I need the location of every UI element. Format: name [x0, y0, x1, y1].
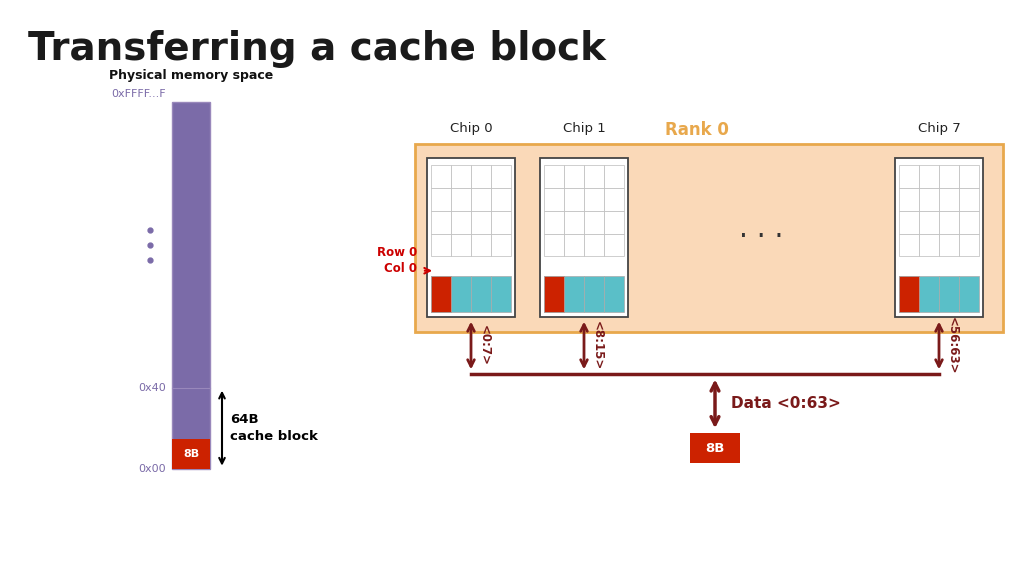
- Bar: [471, 276, 490, 312]
- Bar: [919, 188, 939, 211]
- Bar: [584, 211, 604, 233]
- Bar: [604, 276, 624, 312]
- Bar: [451, 276, 471, 312]
- Bar: [604, 165, 624, 188]
- Text: Chip 1: Chip 1: [562, 122, 605, 135]
- Bar: [471, 165, 490, 188]
- Bar: [584, 276, 604, 312]
- Bar: [431, 211, 451, 233]
- Text: · · ·: · · ·: [739, 223, 783, 252]
- Bar: [490, 165, 511, 188]
- Bar: [431, 233, 451, 256]
- Text: TENNESSEE: TENNESSEE: [946, 551, 1019, 561]
- Bar: [604, 211, 624, 233]
- Bar: [584, 165, 604, 188]
- Bar: [899, 276, 919, 312]
- Text: Chip 0: Chip 0: [450, 122, 493, 135]
- Text: Slide courtesy of Onur Mutlu, Carnegie Mellon University: Slide courtesy of Onur Mutlu, Carnegie M…: [23, 543, 495, 558]
- Bar: [451, 233, 471, 256]
- Text: 8B: 8B: [183, 449, 199, 458]
- Bar: [584, 188, 604, 211]
- Text: Chip 7: Chip 7: [918, 122, 961, 135]
- Bar: [895, 158, 983, 317]
- Bar: [431, 276, 451, 312]
- Bar: [490, 211, 511, 233]
- Text: T: T: [996, 537, 1013, 560]
- Text: 0x00: 0x00: [138, 464, 166, 473]
- Bar: [490, 233, 511, 256]
- Bar: [544, 188, 564, 211]
- Text: Physical memory space: Physical memory space: [109, 69, 273, 82]
- Bar: [919, 211, 939, 233]
- Bar: [431, 276, 451, 312]
- Bar: [959, 211, 979, 233]
- Text: <0:7>: <0:7>: [478, 325, 490, 366]
- Bar: [544, 233, 564, 256]
- Bar: [919, 233, 939, 256]
- Text: Transferring a cache block: Transferring a cache block: [28, 30, 606, 68]
- Bar: [899, 276, 919, 312]
- Text: <8:15>: <8:15>: [591, 321, 604, 370]
- Text: Data <0:63>: Data <0:63>: [731, 396, 841, 411]
- Bar: [427, 158, 515, 317]
- Text: KNOXVILLE: KNOXVILLE: [946, 564, 988, 573]
- Text: 0x40: 0x40: [138, 383, 166, 393]
- Bar: [540, 158, 628, 317]
- Text: 0xFFFF...F: 0xFFFF...F: [112, 89, 166, 100]
- Bar: [564, 276, 584, 312]
- Bar: [939, 165, 959, 188]
- Bar: [604, 233, 624, 256]
- Bar: [584, 233, 604, 256]
- Bar: [451, 165, 471, 188]
- Bar: [451, 211, 471, 233]
- Bar: [959, 276, 979, 312]
- Text: <56:63>: <56:63>: [946, 317, 959, 374]
- Bar: [544, 276, 564, 312]
- Bar: [899, 233, 919, 256]
- Bar: [939, 233, 959, 256]
- Text: THE UNIVERSITY OF: THE UNIVERSITY OF: [946, 539, 1021, 548]
- Bar: [939, 211, 959, 233]
- Bar: [899, 188, 919, 211]
- Text: 64B
cache block: 64B cache block: [230, 413, 317, 443]
- Bar: [564, 211, 584, 233]
- Bar: [544, 276, 564, 312]
- Bar: [959, 165, 979, 188]
- Bar: [172, 438, 210, 468]
- Bar: [939, 188, 959, 211]
- Bar: [471, 211, 490, 233]
- Bar: [451, 188, 471, 211]
- Bar: [690, 433, 740, 463]
- Bar: [899, 165, 919, 188]
- Bar: [919, 165, 939, 188]
- Bar: [564, 188, 584, 211]
- Bar: [544, 165, 564, 188]
- Bar: [899, 211, 919, 233]
- Bar: [564, 165, 584, 188]
- Bar: [544, 211, 564, 233]
- Text: 13: 13: [872, 543, 893, 558]
- Bar: [415, 145, 1002, 332]
- Bar: [471, 233, 490, 256]
- Bar: [604, 188, 624, 211]
- Text: 8B: 8B: [706, 442, 725, 454]
- Text: Rank 0: Rank 0: [666, 121, 729, 139]
- Bar: [471, 188, 490, 211]
- Bar: [959, 188, 979, 211]
- Bar: [172, 101, 210, 468]
- Bar: [919, 276, 939, 312]
- Bar: [959, 233, 979, 256]
- Bar: [939, 276, 959, 312]
- Bar: [564, 233, 584, 256]
- Bar: [431, 188, 451, 211]
- Text: Row 0
Col 0: Row 0 Col 0: [377, 245, 417, 275]
- Bar: [490, 276, 511, 312]
- Bar: [431, 165, 451, 188]
- Bar: [490, 188, 511, 211]
